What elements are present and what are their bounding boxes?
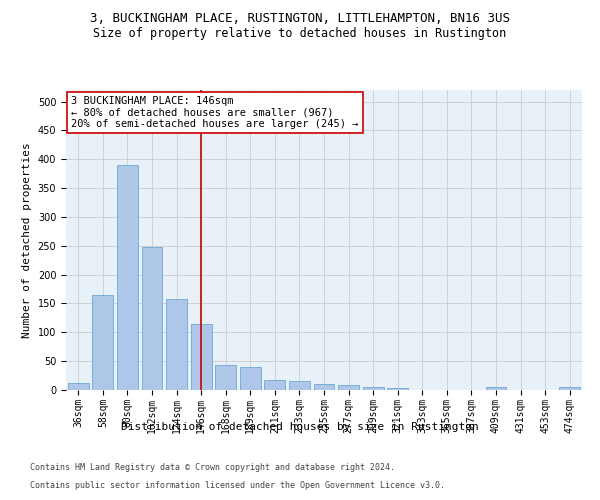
Text: Size of property relative to detached houses in Rustington: Size of property relative to detached ho… — [94, 28, 506, 40]
Bar — [191, 324, 212, 390]
Bar — [166, 300, 187, 390]
Y-axis label: Number of detached properties: Number of detached properties — [22, 142, 32, 338]
Bar — [338, 386, 359, 390]
Bar — [117, 165, 138, 390]
Bar — [92, 295, 113, 390]
Bar — [240, 367, 261, 390]
Bar — [314, 384, 334, 390]
Bar — [387, 388, 408, 390]
Bar — [289, 382, 310, 390]
Text: Contains HM Land Registry data © Crown copyright and database right 2024.: Contains HM Land Registry data © Crown c… — [30, 464, 395, 472]
Text: Contains public sector information licensed under the Open Government Licence v3: Contains public sector information licen… — [30, 481, 445, 490]
Bar — [485, 387, 506, 390]
Text: Distribution of detached houses by size in Rustington: Distribution of detached houses by size … — [121, 422, 479, 432]
Bar — [559, 387, 580, 390]
Bar — [68, 382, 89, 390]
Bar — [265, 380, 286, 390]
Text: 3 BUCKINGHAM PLACE: 146sqm
← 80% of detached houses are smaller (967)
20% of sem: 3 BUCKINGHAM PLACE: 146sqm ← 80% of deta… — [71, 96, 359, 129]
Bar — [142, 247, 163, 390]
Text: 3, BUCKINGHAM PLACE, RUSTINGTON, LITTLEHAMPTON, BN16 3US: 3, BUCKINGHAM PLACE, RUSTINGTON, LITTLEH… — [90, 12, 510, 26]
Bar — [215, 365, 236, 390]
Bar — [362, 386, 383, 390]
